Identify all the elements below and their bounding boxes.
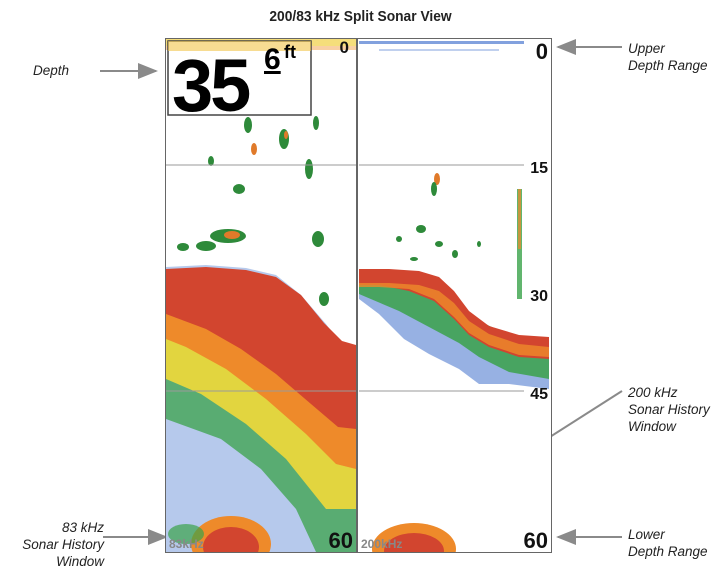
history-200-line2: Sonar History	[628, 402, 710, 417]
history-83-line3: Window	[56, 554, 104, 569]
right-scale-15: 15	[530, 160, 548, 177]
depth-unit: ft	[284, 42, 296, 62]
depth-decimal: 6	[264, 43, 281, 76]
history-200-line1: 200 kHz	[628, 385, 678, 400]
history-200-callout: 200 kHz Sonar History Window	[628, 384, 710, 435]
sonar-screen: 0 60 83kHz	[165, 38, 552, 553]
left-scale-top: 0	[340, 39, 349, 57]
depth-readout-box: 35 6 ft	[167, 40, 312, 127]
lower-depth-range-callout: Lower Depth Range	[628, 526, 708, 560]
history-200-line3: Window	[628, 419, 676, 434]
right-scale-30: 30	[530, 288, 548, 305]
right-scale-45: 45	[530, 386, 548, 403]
right-scale-bottom: 60	[524, 528, 548, 552]
sonar-display: 0 60 83kHz	[166, 39, 549, 552]
right-freq-label: 200kHz	[361, 537, 402, 551]
depth-value: 35	[172, 44, 250, 127]
right-scale-top: 0	[536, 39, 548, 64]
depth-callout-label: Depth	[33, 63, 70, 78]
right-sonar-panel: 0 15 30 45 60 200kHz	[359, 39, 549, 552]
depth-callout: Depth	[33, 62, 69, 79]
history-83-line2: Sonar History	[22, 537, 104, 552]
right-bottom-green	[359, 275, 549, 379]
left-freq-label: 83kHz	[169, 537, 204, 551]
left-bottom-red	[166, 267, 356, 429]
history-83-line1: 83 kHz	[61, 520, 104, 535]
left-scale-bottom: 60	[329, 528, 353, 552]
lower-depth-line2: Depth Range	[628, 544, 708, 559]
left-fish-targets	[177, 116, 329, 306]
right-fish-targets	[396, 173, 481, 261]
lower-depth-line1: Lower	[628, 527, 665, 542]
upper-depth-line1: Upper	[628, 41, 665, 56]
page-title: 200/83 kHz Split Sonar View	[269, 8, 452, 25]
upper-depth-line2: Depth Range	[628, 58, 708, 73]
upper-depth-range-callout: Upper Depth Range	[628, 40, 708, 74]
history-83-callout: 83 kHz Sonar History Window	[8, 519, 104, 570]
